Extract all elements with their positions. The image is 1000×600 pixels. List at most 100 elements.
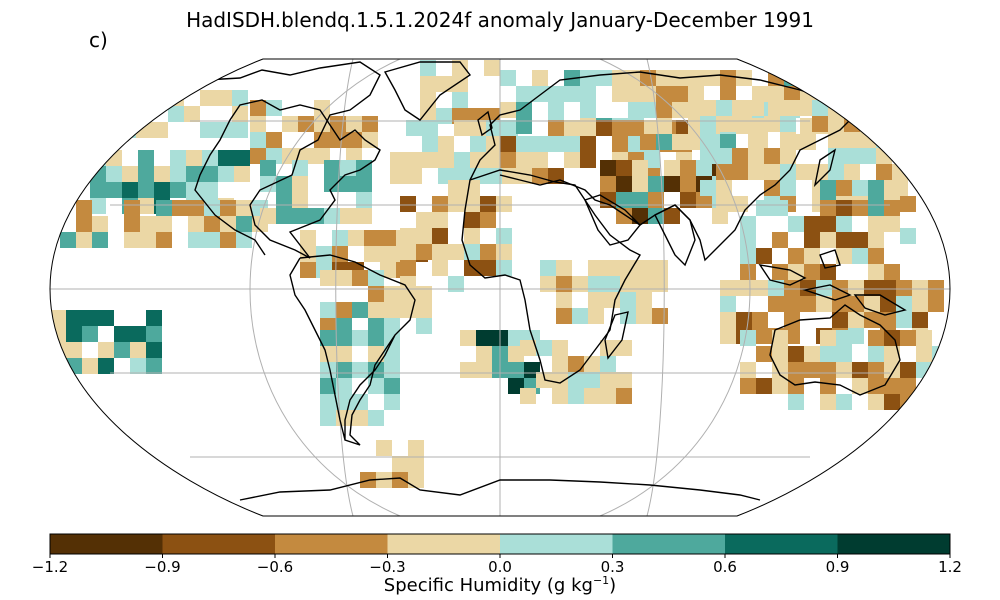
- anomaly-cell: [82, 326, 98, 342]
- anomaly-cell: [580, 120, 596, 136]
- anomaly-cell: [720, 328, 736, 344]
- anomaly-cell: [380, 246, 396, 262]
- anomaly-cell: [202, 150, 218, 166]
- anomaly-cell: [352, 410, 368, 426]
- anomaly-cell: [932, 346, 948, 362]
- anomaly-cell: [464, 228, 480, 244]
- anomaly-cell: [114, 326, 130, 342]
- anomaly-cell: [860, 100, 876, 116]
- anomaly-cell: [732, 100, 748, 116]
- anomaly-cell: [616, 192, 632, 208]
- anomaly-cell: [836, 232, 852, 248]
- anomaly-cell: [60, 232, 76, 248]
- anomaly-cell: [352, 270, 368, 286]
- anomaly-cell: [336, 378, 352, 394]
- anomaly-cell: [800, 134, 816, 150]
- anomaly-cell: [932, 378, 948, 394]
- anomaly-cell: [740, 362, 756, 378]
- anomaly-cell: [138, 150, 154, 166]
- anomaly-cell: [900, 394, 916, 410]
- anomaly-cell: [496, 244, 512, 260]
- anomaly-cell: [912, 280, 928, 296]
- anomaly-cell: [764, 164, 780, 180]
- antarctica-coast: [239, 477, 761, 501]
- anomaly-cell: [864, 280, 880, 296]
- anomaly-cell: [98, 358, 114, 374]
- anomaly-cell: [486, 136, 502, 152]
- anomaly-cell: [92, 216, 108, 232]
- anomaly-cell: [420, 76, 436, 92]
- anomaly-cell: [250, 116, 266, 132]
- anomaly-cell: [486, 120, 502, 136]
- anomaly-cell: [300, 230, 316, 246]
- anomaly-cell: [600, 388, 616, 404]
- anomaly-cell: [548, 120, 564, 136]
- anomaly-cell: [364, 230, 380, 246]
- anomaly-cell: [812, 116, 828, 132]
- anomaly-cell: [756, 248, 772, 264]
- anomaly-cell: [848, 70, 864, 86]
- anomaly-cell: [820, 330, 836, 346]
- anomaly-cell: [900, 362, 916, 378]
- anomaly-cell: [156, 200, 172, 216]
- anomaly-cell: [276, 192, 292, 208]
- anomaly-cell: [844, 164, 860, 180]
- anomaly-cell: [188, 216, 204, 232]
- colorbar-tick-label: 0.6: [713, 558, 737, 576]
- anomaly-cell: [896, 312, 912, 328]
- anomaly-cell: [620, 260, 636, 276]
- anomaly-cell: [232, 90, 248, 106]
- anomaly-cell: [260, 160, 276, 176]
- anomaly-cell: [460, 362, 476, 378]
- anomaly-cell: [772, 330, 788, 346]
- anomaly-cell: [640, 134, 656, 150]
- anomaly-cell: [266, 100, 282, 116]
- colorbar-bin: [162, 534, 276, 554]
- anomaly-cell: [432, 260, 448, 276]
- anomaly-cell: [716, 180, 732, 196]
- anomaly-cell: [832, 312, 848, 328]
- anomaly-cell: [748, 100, 764, 116]
- anomaly-cell: [200, 90, 216, 106]
- anomaly-cell: [804, 346, 820, 362]
- anomaly-cell: [768, 280, 784, 296]
- anomaly-cell: [772, 200, 788, 216]
- anomaly-cell: [356, 176, 372, 192]
- anomaly-cell: [384, 378, 400, 394]
- anomaly-cell: [532, 152, 548, 168]
- colorbar-bin: [837, 534, 951, 554]
- anomaly-cell: [368, 330, 384, 346]
- anomaly-cell: [432, 228, 448, 244]
- colorbar: [49, 533, 951, 558]
- anomaly-cell: [916, 362, 932, 378]
- anomaly-cell: [98, 342, 114, 358]
- anomaly-cell: [632, 160, 648, 176]
- anomaly-cell: [106, 182, 122, 198]
- anomaly-cell: [588, 276, 604, 292]
- anomaly-cell: [700, 180, 716, 196]
- anomaly-cell: [362, 116, 378, 132]
- anomaly-cell: [688, 86, 704, 102]
- colorbar-tick-label: 0.0: [488, 558, 512, 576]
- anomaly-cell: [880, 280, 896, 296]
- anomaly-cell: [612, 136, 628, 152]
- lon-60e-gridline: [646, 59, 665, 516]
- anomaly-cell: [448, 244, 464, 260]
- anomaly-cell: [848, 280, 864, 296]
- anomaly-cell: [130, 342, 146, 358]
- colorbar-tick-label: −0.6: [256, 558, 294, 576]
- anomaly-cell: [76, 216, 92, 232]
- anomaly-cell: [652, 308, 668, 324]
- anomaly-cell: [912, 312, 928, 328]
- anomaly-cell: [852, 248, 868, 264]
- anomaly-cell: [340, 176, 356, 192]
- anomaly-cell: [548, 136, 564, 152]
- anomaly-cell: [716, 164, 732, 180]
- anomaly-cell: [788, 248, 804, 264]
- anomaly-cell: [800, 70, 816, 86]
- anomaly-cell: [564, 86, 580, 102]
- anomaly-cell: [600, 176, 616, 192]
- anomaly-cell: [384, 286, 400, 302]
- anomaly-cell: [168, 106, 184, 122]
- anomaly-cell: [852, 180, 868, 196]
